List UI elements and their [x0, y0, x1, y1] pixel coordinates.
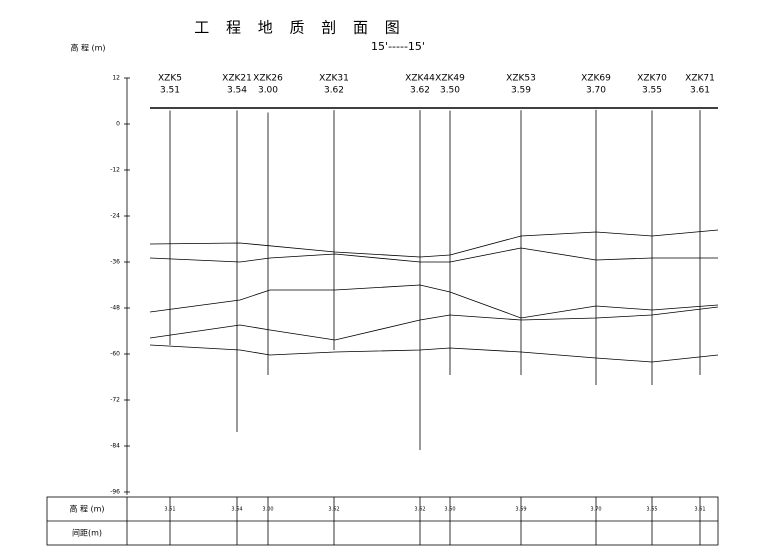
- axis-label: 高 程 (m): [70, 43, 105, 53]
- table-elevation: 3.00: [262, 507, 273, 513]
- y-tick-label: -24: [110, 213, 120, 220]
- table-row-label: 高 程 (m): [69, 504, 104, 514]
- table-elevation: 3.51: [164, 507, 175, 513]
- y-tick-label: -12: [110, 167, 120, 174]
- borehole-elevation: 3.00: [258, 86, 278, 96]
- borehole-elevation: 3.55: [642, 86, 662, 96]
- table-elevation: 3.62: [414, 507, 425, 513]
- stratum-boundary: [149, 306, 719, 341]
- y-tick-label: -36: [110, 259, 120, 266]
- borehole-name: XZK49: [435, 74, 465, 84]
- table-elevation: 3.55: [646, 507, 657, 513]
- section-label: 15'-----15': [371, 40, 425, 53]
- table-elevation: 3.59: [515, 507, 526, 513]
- borehole-elevation: 3.59: [511, 86, 531, 96]
- borehole-name: XZK31: [319, 74, 349, 84]
- stratum-boundary: [149, 229, 719, 258]
- table-elevation: 3.62: [328, 507, 339, 513]
- table-row-label: 间距(m): [72, 529, 102, 538]
- stratum-boundary: [149, 284, 719, 319]
- y-tick-label: -72: [110, 397, 120, 404]
- y-tick-label: -84: [110, 443, 120, 450]
- borehole-name: XZK69: [581, 74, 611, 84]
- stratum-boundary: [149, 344, 719, 363]
- table-elevation: 3.50: [444, 507, 455, 513]
- table-elevation: 3.54: [231, 507, 242, 513]
- table-elevation: 3.61: [694, 507, 705, 513]
- table-elevation: 3.70: [590, 507, 601, 513]
- borehole-elevation: 3.62: [324, 86, 344, 96]
- borehole-elevation: 3.62: [410, 86, 430, 96]
- y-tick-label: 12: [112, 75, 120, 82]
- borehole-elevation: 3.61: [690, 86, 710, 96]
- y-tick-label: 0: [116, 121, 120, 128]
- borehole-name: XZK70: [637, 74, 667, 84]
- y-tick-label: -48: [110, 305, 120, 312]
- borehole-elevation: 3.70: [586, 86, 606, 96]
- y-tick-label: -96: [110, 489, 120, 496]
- borehole-elevation: 3.50: [440, 86, 460, 96]
- y-tick-label: -60: [110, 351, 120, 358]
- borehole-name: XZK21: [222, 74, 252, 84]
- borehole-name: XZK44: [405, 74, 435, 84]
- drawing-title: 工 程 地 质 剖 面 图: [194, 19, 406, 37]
- borehole-elevation: 3.51: [160, 86, 180, 96]
- borehole-name: XZK71: [685, 74, 715, 84]
- stratum-boundary: [149, 247, 718, 263]
- borehole-elevation: 3.54: [227, 86, 247, 96]
- borehole-name: XZK26: [253, 74, 283, 84]
- borehole-name: XZK53: [506, 74, 536, 84]
- borehole-name: XZK5: [158, 74, 182, 84]
